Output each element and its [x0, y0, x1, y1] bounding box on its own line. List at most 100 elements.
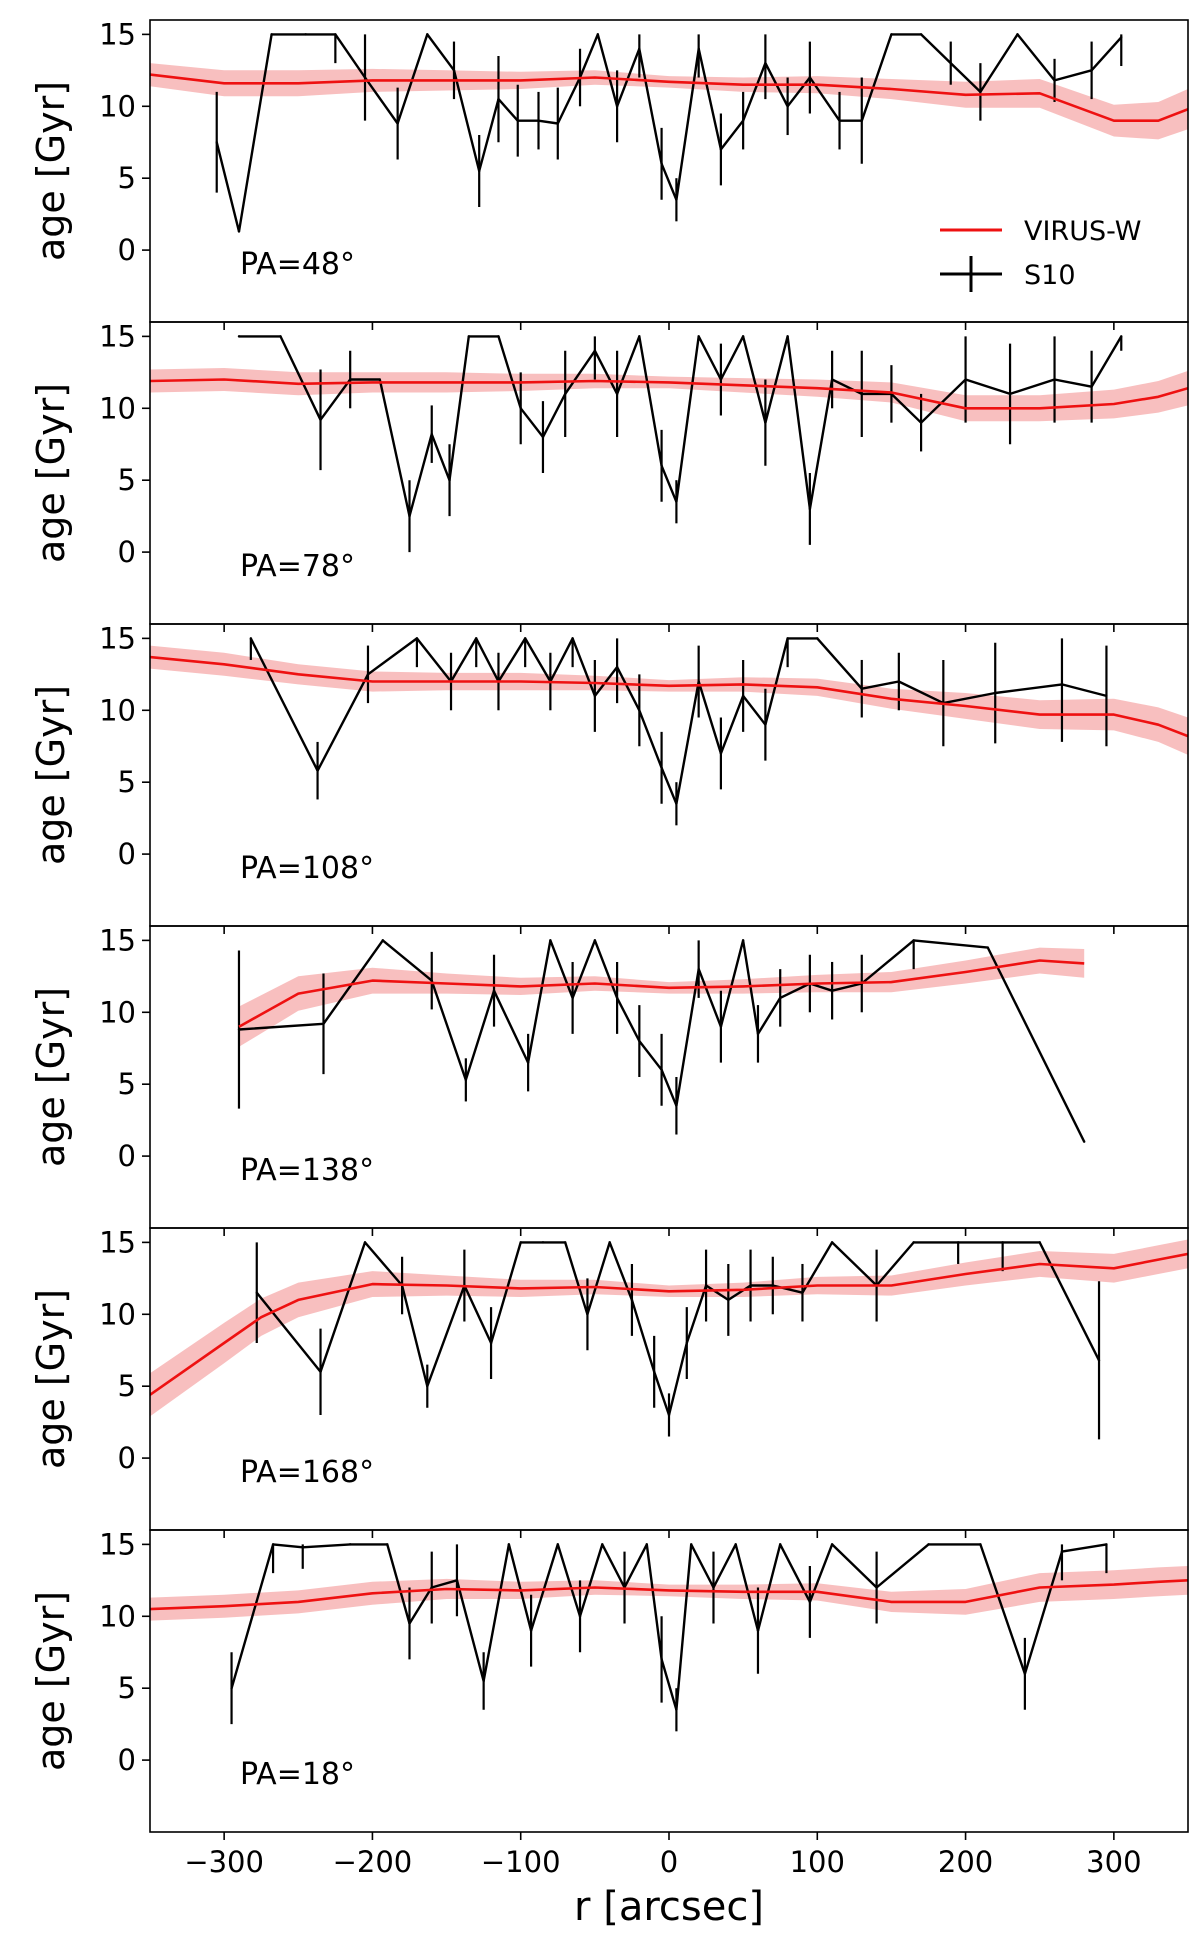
s10-point [638, 47, 641, 50]
s10-point [526, 1061, 530, 1064]
s10-line [230, 1543, 1107, 1712]
s10-point [270, 33, 273, 36]
s10-point [808, 76, 812, 79]
s10-point [860, 119, 863, 122]
s10-point [830, 1543, 834, 1546]
s10-point [601, 1543, 604, 1546]
s10-point [675, 802, 678, 805]
s10-point [830, 1241, 834, 1244]
s10-point [301, 1546, 304, 1549]
virus-w-band [150, 1566, 1188, 1621]
virus-w-band [150, 368, 1188, 422]
s10-point [255, 1291, 258, 1294]
s10-point [1016, 33, 1019, 36]
s10-point [630, 1298, 634, 1302]
s10-point [697, 47, 700, 50]
panel-plot-area [150, 33, 1188, 233]
s10-point [675, 500, 678, 503]
s10-point [516, 119, 519, 122]
s10-point [1120, 36, 1123, 39]
s10-point [497, 97, 500, 101]
y-axis-label: age [Gyr] [29, 383, 73, 563]
y-tick-label: 15 [99, 1225, 136, 1259]
y-tick-label: 10 [99, 391, 136, 425]
s10-point [596, 33, 600, 36]
s10-point [556, 1543, 559, 1546]
pa-label: PA=78° [240, 549, 355, 584]
s10-point [697, 680, 700, 683]
s10-point [660, 1068, 663, 1072]
x-tick-label: −200 [333, 1845, 413, 1879]
s10-point [452, 69, 456, 72]
s10-point [741, 939, 745, 942]
s10-point [271, 1543, 275, 1546]
s10-point [771, 1284, 774, 1287]
x-tick-label: −100 [481, 1845, 561, 1879]
s10-point [919, 33, 923, 36]
s10-point [652, 1370, 656, 1374]
s10-point [1038, 1241, 1041, 1244]
s10-point [230, 1686, 233, 1690]
s10-point [675, 1708, 678, 1711]
s10-point [537, 119, 540, 122]
s10-point [615, 665, 619, 669]
panel-5: 0 5 10 15 age [Gyr] PA=168° [29, 1225, 1189, 1538]
s10-point [860, 392, 863, 396]
s10-point [949, 61, 952, 65]
s10-point [430, 432, 433, 436]
s10-point [519, 407, 522, 410]
y-tick-label: 10 [99, 995, 136, 1029]
x-tick-label: −300 [184, 1845, 264, 1879]
s10-point [322, 1022, 325, 1025]
virus-w-line [150, 1579, 1188, 1611]
s10-point [319, 1370, 322, 1374]
y-tick-label: 10 [99, 1297, 136, 1331]
s10-point [1083, 1140, 1086, 1143]
y-tick-label: 10 [99, 1599, 136, 1633]
s10-point [482, 1679, 485, 1683]
s10-point [779, 1543, 782, 1546]
y-tick-label: 15 [99, 1527, 136, 1561]
s10-point [660, 766, 663, 770]
y-tick-label: 0 [118, 1743, 136, 1777]
s10-point [541, 435, 545, 439]
pa-label: PA=168° [240, 1455, 374, 1490]
s10-point [808, 507, 812, 511]
s10-point [1105, 1543, 1108, 1546]
s10-point [638, 709, 641, 712]
s10-point [564, 392, 567, 396]
s10-point [667, 1413, 671, 1417]
virus-w-line [150, 655, 1188, 738]
s10-point [749, 1284, 752, 1287]
s10-point [897, 680, 901, 683]
s10-point [830, 989, 834, 992]
s10-point [875, 1586, 878, 1589]
s10-point [638, 1039, 641, 1043]
s10-point [741, 694, 745, 698]
s10-point [638, 335, 641, 338]
s10-point [366, 673, 370, 676]
s10-point [816, 637, 819, 640]
s10-point [348, 1543, 352, 1546]
s10-point [697, 335, 700, 338]
s10-point [779, 996, 782, 1000]
s10-point [927, 1543, 930, 1546]
s10-point [608, 1241, 611, 1244]
s10-point [660, 464, 663, 468]
s10-point [556, 122, 559, 125]
panel-plot-area [150, 1239, 1188, 1440]
panel-plot-area [150, 335, 1188, 553]
y-tick-label: 5 [118, 1671, 136, 1705]
s10-point [912, 939, 915, 942]
s10-point [838, 119, 841, 122]
s10-point [704, 1284, 708, 1287]
pa-label: PA=108° [240, 851, 374, 886]
s10-point [541, 1241, 545, 1244]
y-tick-label: 5 [118, 1067, 136, 1101]
s10-point [1120, 335, 1123, 338]
s10-point [764, 723, 767, 726]
virus-w-band [239, 947, 1085, 1047]
s10-point [615, 392, 619, 396]
panel-1: 0 5 10 15 age [Gyr] PA=48° [29, 17, 1189, 330]
s10-point [1060, 683, 1064, 686]
